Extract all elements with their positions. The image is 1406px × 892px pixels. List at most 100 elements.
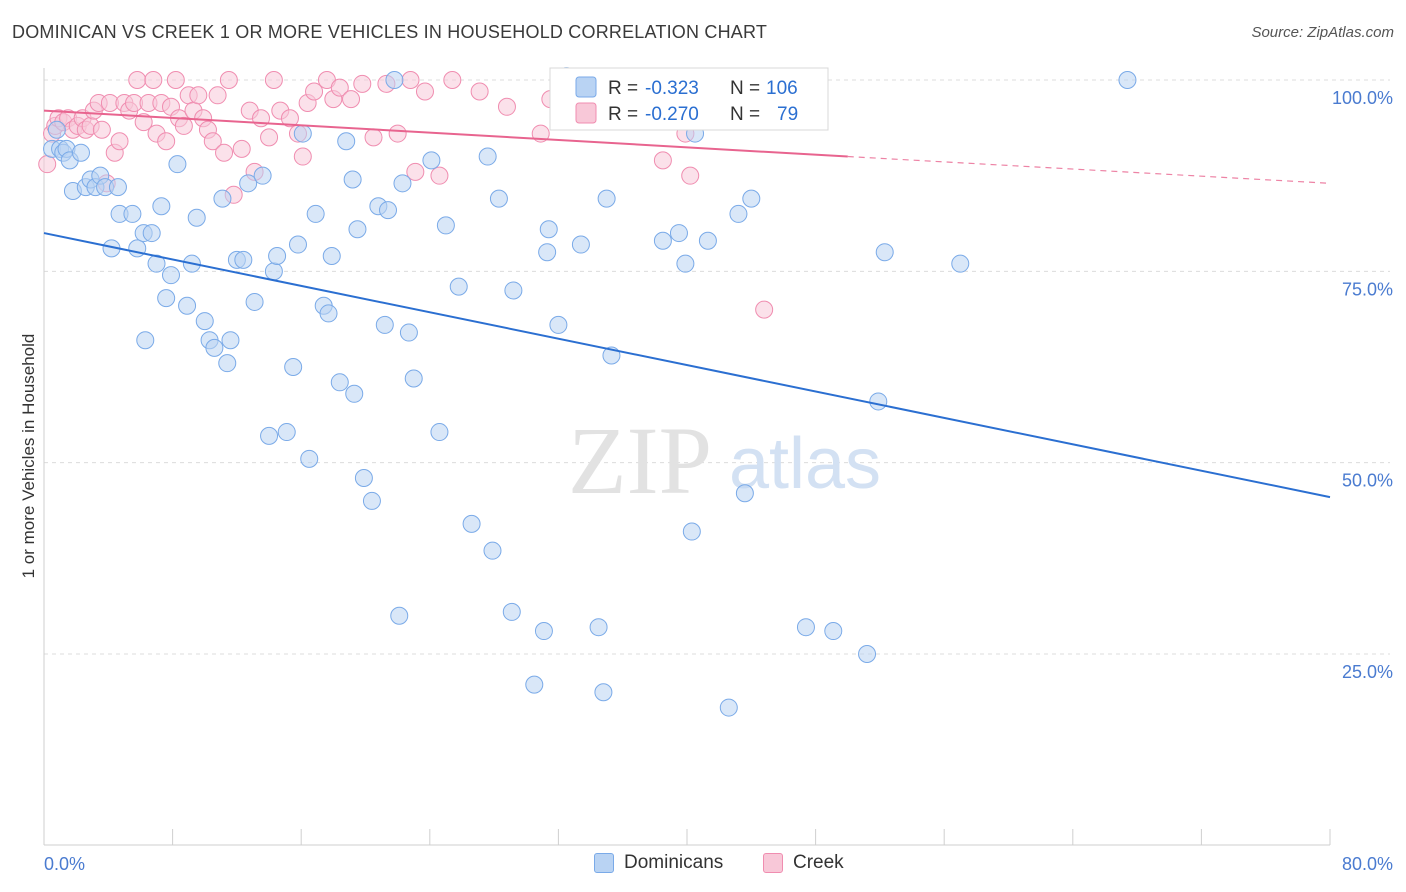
creek-point	[189, 86, 208, 105]
dominican-point	[123, 204, 142, 223]
dominican-points	[43, 67, 1137, 717]
creek-point	[232, 139, 251, 158]
y-tick-label: 100.0%	[1332, 88, 1393, 108]
dominican-point	[161, 266, 180, 285]
legend-item-creek[interactable]: Creek	[763, 852, 844, 874]
legend-swatch-dominicans	[575, 76, 597, 98]
creek-point	[134, 113, 153, 132]
dominican-point	[502, 602, 521, 621]
dominican-point	[71, 143, 90, 162]
dominican-point	[136, 331, 155, 350]
dominican-point	[306, 204, 325, 223]
stats-legend: R = -0.323 N = 106 R = -0.270 N = 79	[549, 67, 829, 131]
creek-point	[401, 71, 420, 89]
x-tick-label: 0.0%	[44, 854, 85, 874]
dominican-point	[379, 201, 398, 220]
creek-point	[430, 166, 449, 185]
dominican-point	[729, 204, 748, 223]
dominican-point	[195, 312, 214, 331]
creek-points	[38, 71, 774, 319]
legend-n-value-2: 79	[777, 104, 798, 125]
creek-point	[388, 124, 407, 143]
dominican-point	[589, 618, 608, 637]
legend-r-value-2: -0.270	[645, 104, 699, 125]
dominican-point	[221, 331, 240, 350]
dominican-point	[796, 618, 815, 637]
dominican-point	[422, 151, 441, 170]
dominican-point	[393, 174, 412, 193]
creek-point	[342, 90, 361, 109]
dominican-point	[571, 235, 590, 254]
dominican-point	[525, 675, 544, 694]
creek-point	[653, 151, 672, 170]
chart-source: Source: ZipAtlas.com	[1251, 24, 1394, 41]
creek-point	[264, 71, 283, 89]
dominican-point	[676, 254, 695, 273]
creek-point	[280, 109, 299, 128]
dominican-point	[168, 155, 187, 174]
dominican-point	[178, 296, 197, 315]
dominican-point	[399, 323, 418, 342]
dominican-point	[264, 262, 283, 281]
dominican-point	[187, 208, 206, 227]
dominican-point	[538, 243, 557, 262]
dominican-point	[824, 622, 843, 641]
grid-layer	[44, 79, 1390, 655]
legend-n-value-1: 106	[766, 78, 798, 99]
creek-point	[38, 155, 57, 174]
creek-point	[406, 162, 425, 181]
legend-label-creek: Creek	[793, 852, 844, 873]
dominican-point	[478, 147, 497, 166]
dominican-point	[534, 622, 553, 641]
dominican-point	[875, 243, 894, 262]
dominican-point	[260, 426, 279, 445]
dominican-point	[142, 224, 161, 243]
dominican-point	[47, 120, 66, 139]
creek-point	[443, 71, 462, 89]
dominican-point	[218, 354, 237, 373]
creek-point	[260, 128, 279, 147]
dominican-point	[277, 423, 296, 442]
creek-point	[203, 132, 222, 151]
dominican-point	[157, 289, 176, 308]
creek-point	[110, 132, 129, 151]
creek-point	[681, 166, 700, 185]
legend-n-label-1: N =	[730, 78, 760, 99]
creek-point	[755, 300, 774, 319]
y-axis-label: 1 or more Vehicles in Household	[19, 334, 38, 579]
y-tick-label: 75.0%	[1342, 279, 1393, 299]
dominican-point	[1118, 71, 1137, 89]
creek-point	[364, 128, 383, 147]
legend-r-label-1: R =	[608, 78, 638, 99]
creek-point	[415, 82, 434, 101]
dominican-point	[869, 392, 888, 411]
creek-point	[497, 97, 516, 116]
dominican-point	[735, 484, 754, 503]
watermark-zip: ZIP	[568, 407, 712, 514]
legend-label-dominicans: Dominicans	[624, 852, 724, 873]
dominican-point	[245, 292, 264, 311]
legend-r-value-1: -0.323	[645, 78, 699, 99]
dominican-point	[322, 247, 341, 266]
dominican-point	[951, 254, 970, 273]
dominicans-swatch	[594, 853, 614, 873]
dominican-point	[385, 71, 404, 89]
creek-point	[215, 143, 234, 162]
creek-trend-extension	[847, 155, 1331, 184]
ticks-layer: 100.0% 75.0% 50.0% 25.0% 0.0% 80.0%	[44, 88, 1393, 874]
dominican-point	[858, 645, 877, 663]
legend-item-dominicans[interactable]: Dominicans	[594, 852, 723, 874]
dominican-point	[362, 491, 381, 510]
creek-point	[353, 74, 372, 93]
creek-point	[157, 132, 176, 151]
dominican-point	[337, 132, 356, 151]
dominican-point	[682, 522, 701, 541]
dominicans-trend-line	[43, 232, 1331, 499]
legend-n-label-2: N =	[730, 104, 760, 125]
creek-point	[174, 116, 193, 135]
creek-point	[470, 82, 489, 101]
y-tick-label: 25.0%	[1342, 662, 1393, 682]
legend-r-label-2: R =	[608, 104, 638, 125]
dominican-point	[253, 166, 272, 185]
